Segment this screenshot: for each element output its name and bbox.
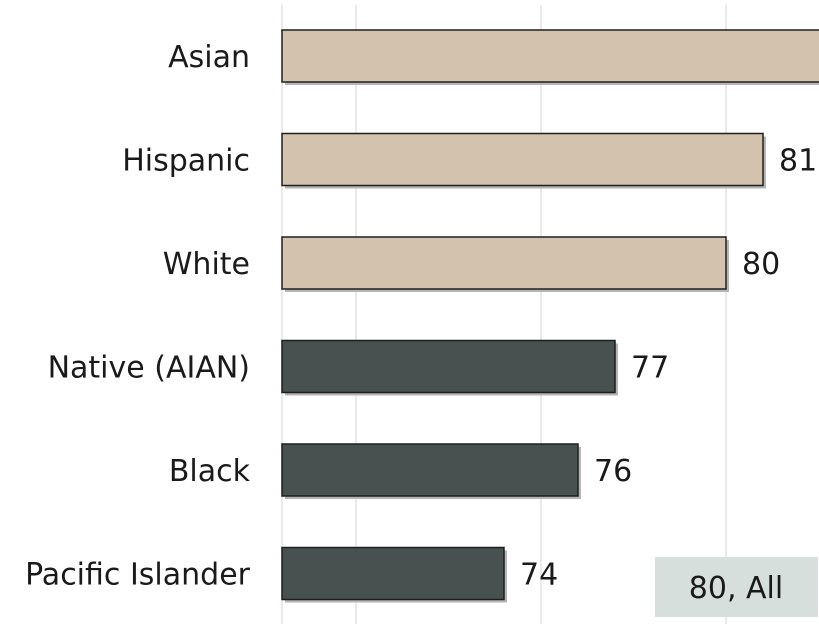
gridlines [281,5,727,624]
category-label-asian: Asian [168,40,250,75]
value-label-pacific-islander: 74 [520,558,558,593]
category-label-black: Black [169,454,251,489]
value-labels: 838180777674 [520,144,817,593]
bar-white [281,236,727,290]
bar-hispanic [281,132,764,187]
category-labels: Asian Hispanic White Native (AIAN) Black Paci… [25,40,251,593]
value-label-hispanic: 81 [779,144,817,179]
bar-asian [281,29,819,83]
bar-black [281,443,579,497]
category-label-native-aian: Native (AIAN) [48,351,250,386]
category-label-white: White [163,247,250,282]
category-label-hispanic: Hispanic [122,144,250,179]
reference-box: 80, All [655,557,818,617]
reference-box-background [655,557,818,617]
category-label-pacific-islander: Pacific Islander [25,558,251,593]
bars [281,29,819,603]
value-label-white: 80 [742,247,780,282]
bar-pacific-islander [281,546,505,601]
value-label-black: 76 [594,454,632,489]
reference-label: 80, All [689,571,783,606]
bar-native-aian [281,339,616,394]
value-label-native-aian: 77 [631,351,669,386]
